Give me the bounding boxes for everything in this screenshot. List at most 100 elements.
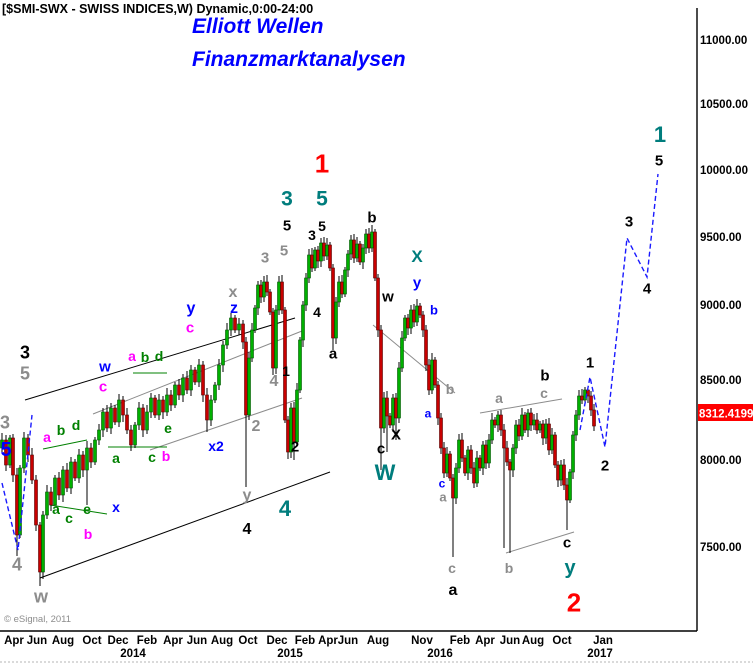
candle-down	[394, 397, 398, 419]
wave-label: d	[72, 417, 81, 433]
candle-down	[523, 414, 527, 431]
candle-down	[81, 454, 85, 471]
candle-down	[340, 281, 344, 295]
dashed-projection-line	[1, 414, 33, 551]
candle-up	[538, 423, 542, 431]
candle-down	[57, 477, 61, 496]
wave-label: 5	[0, 439, 11, 461]
candle-up	[325, 244, 329, 257]
candle-up	[61, 469, 65, 496]
candle-down	[541, 423, 545, 439]
candle-down	[535, 419, 539, 431]
month-label: Oct	[238, 635, 257, 647]
dashed-projection-line	[579, 173, 659, 448]
candle-up	[149, 397, 153, 413]
price-tick-label: 9500.00	[700, 232, 742, 244]
candle-down	[379, 329, 383, 429]
wave-label: X	[391, 426, 401, 443]
wave-label: y	[564, 557, 576, 579]
wave-label: a	[495, 390, 503, 406]
wave-label: 2	[291, 438, 299, 455]
candle-down	[448, 453, 452, 479]
wave-label: c	[148, 449, 156, 465]
candle-down	[517, 424, 521, 437]
wave-label: w	[98, 358, 111, 375]
wave-label: x2	[208, 438, 224, 454]
wave-label: 4	[643, 280, 652, 297]
candle-down	[125, 414, 129, 431]
wave-label: c	[65, 510, 73, 526]
month-label: Apr	[475, 635, 495, 647]
candle-down	[556, 464, 560, 481]
candle-up	[559, 464, 563, 481]
candle-up	[173, 384, 177, 406]
month-label: Aug	[367, 635, 389, 647]
candle-down	[292, 407, 296, 443]
month-label: Oct	[82, 635, 101, 647]
candle-down	[322, 242, 326, 257]
candle-up	[45, 491, 49, 516]
wave-label: 4	[279, 496, 292, 521]
candle-up	[574, 414, 578, 436]
wave-label: 5	[283, 217, 291, 234]
candle-up	[277, 281, 281, 311]
candle-up	[262, 281, 266, 298]
candle-down	[331, 267, 335, 339]
month-label: Jun	[27, 635, 47, 647]
candle-up	[409, 309, 413, 329]
candle-up	[256, 284, 260, 309]
candle-up	[445, 453, 449, 474]
month-label: Aug	[52, 635, 74, 647]
price-tick-label: 10000.00	[700, 165, 748, 177]
wave-label: 3	[308, 227, 316, 243]
candle-down	[553, 434, 557, 466]
candle-down	[367, 233, 371, 249]
wave-label: b	[430, 303, 438, 318]
candle-up	[53, 477, 57, 506]
wave-label: 4	[270, 373, 279, 390]
candle-down	[280, 281, 284, 311]
candle-down	[418, 305, 422, 316]
candle-up	[487, 439, 491, 464]
month-label: Feb	[295, 635, 315, 647]
candle-down	[15, 474, 19, 536]
copyright-text: © eSignal, 2011	[4, 614, 71, 625]
candle-down	[589, 395, 593, 411]
candle-down	[478, 457, 482, 469]
candle-down	[451, 477, 455, 499]
candle-up	[69, 461, 73, 489]
candle-up	[457, 439, 461, 469]
month-label: Jun	[500, 635, 520, 647]
candle-down	[141, 407, 145, 431]
trendline	[39, 471, 331, 579]
wave-label: 2	[601, 457, 609, 474]
wave-label: c	[377, 440, 385, 457]
wave-label: c	[186, 319, 194, 336]
wave-label: c	[563, 534, 571, 551]
candle-down	[265, 281, 269, 293]
candle-up	[520, 414, 524, 437]
month-label: Dec	[107, 635, 129, 647]
candle-up	[415, 305, 419, 323]
candle-down	[358, 243, 362, 263]
candle-up	[571, 434, 575, 473]
wave-label: 3	[281, 188, 293, 211]
wave-label: w	[381, 288, 394, 305]
candle-down	[421, 314, 425, 331]
wave-label: 5	[280, 242, 288, 259]
wave-label: c	[99, 378, 107, 395]
candle-up	[337, 281, 341, 303]
candle-up	[400, 337, 404, 369]
candle-up	[514, 424, 518, 449]
candle-up	[247, 357, 251, 416]
month-label: Feb	[450, 635, 470, 647]
candle-down	[592, 409, 596, 427]
candle-down	[30, 454, 34, 481]
month-label: Jun	[338, 635, 358, 647]
axes	[0, 8, 753, 663]
candle-up	[454, 467, 458, 499]
trendline	[505, 531, 575, 554]
candle-down	[352, 239, 356, 259]
candle-up	[430, 359, 434, 391]
